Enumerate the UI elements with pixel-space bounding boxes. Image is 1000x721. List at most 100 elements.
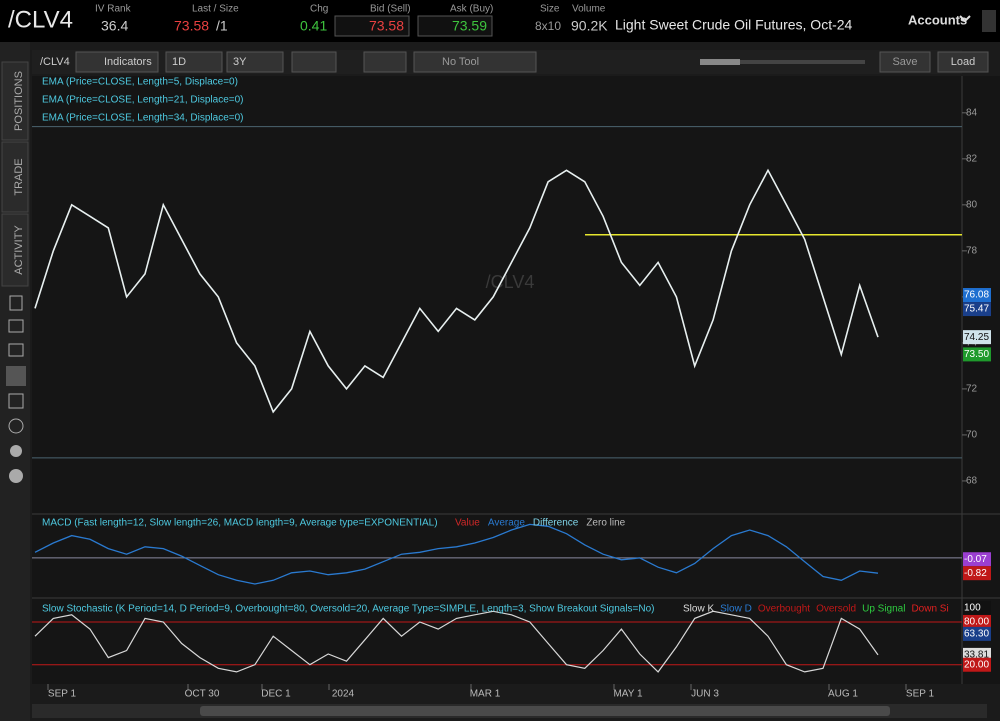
y-tick-label: 82 xyxy=(966,153,978,164)
icon[interactable] xyxy=(8,343,24,357)
price-marker-label: 20.00 xyxy=(964,659,989,670)
ask-box[interactable] xyxy=(417,15,493,37)
tab[interactable] xyxy=(1,141,29,213)
bid-box[interactable] xyxy=(334,15,410,37)
value: 36.4 xyxy=(101,18,128,34)
legend-item: Overbought xyxy=(758,604,810,615)
price-marker xyxy=(963,657,991,672)
value: 0.41 xyxy=(300,18,327,34)
icon[interactable] xyxy=(10,445,22,457)
tab[interactable] xyxy=(1,213,29,287)
price-marker-label: 63.30 xyxy=(964,629,989,640)
label: Chg xyxy=(310,4,328,15)
dropdown[interactable] xyxy=(291,51,337,73)
price-marker xyxy=(963,566,991,581)
x-tick-label: JUN 3 xyxy=(691,689,719,700)
y-tick-label: 78 xyxy=(966,246,978,257)
y-tick-label: 70 xyxy=(966,430,978,441)
price-marker-label: -0.07 xyxy=(964,554,987,565)
toolbar-symbol[interactable]: /CLV4 xyxy=(40,56,70,68)
label: Size xyxy=(540,4,560,15)
price-marker xyxy=(963,302,991,317)
value: 8x10 xyxy=(535,19,561,33)
x-tick-label: 2024 xyxy=(332,689,355,700)
value[interactable]: 73.58 xyxy=(369,18,404,34)
zoom-handle[interactable] xyxy=(700,59,740,65)
icon[interactable] xyxy=(8,418,24,434)
label: Bid (Sell) xyxy=(370,4,411,15)
value[interactable]: 73.59 xyxy=(452,18,487,34)
icon[interactable] xyxy=(9,469,23,483)
chart-area xyxy=(32,76,962,684)
price-axis xyxy=(962,76,1000,684)
icon[interactable] xyxy=(9,295,23,311)
button[interactable] xyxy=(879,51,931,73)
dropdown-label[interactable]: No Tool xyxy=(442,56,479,68)
price-marker xyxy=(963,626,991,641)
dropdown-label[interactable]: 1D xyxy=(172,56,186,68)
label: Last / Size xyxy=(192,4,239,15)
button[interactable] xyxy=(75,51,159,73)
price-marker xyxy=(963,614,991,629)
study-label: EMA (Price=CLOSE, Length=34, Displace=0) xyxy=(42,113,244,124)
dropdown[interactable] xyxy=(165,51,223,73)
value: 73.58 xyxy=(174,18,209,34)
x-tick-label: AUG 1 xyxy=(828,689,858,700)
price-marker-label: 100 xyxy=(964,602,981,613)
legend-item: Up Signal xyxy=(862,604,905,615)
price-marker-label: 73.50 xyxy=(964,349,989,360)
dropdown[interactable] xyxy=(363,51,407,73)
sidebar-tabs: POSITIONS TRADE ACTIVITY xyxy=(1,61,29,483)
legend-item: Oversold xyxy=(816,604,856,615)
icon[interactable] xyxy=(6,366,26,386)
price-marker xyxy=(963,600,991,615)
plots: 848280787674727068EMA (Price=CLOSE, Leng… xyxy=(32,77,991,700)
button-label[interactable]: Load xyxy=(951,56,975,68)
tab-label[interactable]: POSITIONS xyxy=(13,71,25,131)
study-label: MACD (Fast length=12, Slow length=26, MA… xyxy=(42,518,438,529)
x-tick-label: MAY 1 xyxy=(613,689,643,700)
top-bar xyxy=(0,0,1000,42)
tab[interactable] xyxy=(1,61,29,141)
button-label[interactable]: Indicators xyxy=(104,56,152,68)
price-marker-label: -0.82 xyxy=(964,568,987,579)
price-marker-label: 76.08 xyxy=(964,290,989,301)
legend-item: Zero line xyxy=(586,518,625,529)
legend-item: Difference xyxy=(533,518,579,529)
scroll-thumb[interactable] xyxy=(200,706,890,716)
icon[interactable] xyxy=(8,393,24,409)
chevron[interactable] xyxy=(959,15,971,23)
watermark: /CLV4 xyxy=(486,272,535,292)
price-marker-label: 75.47 xyxy=(964,304,989,315)
x-tick-label: SEP 1 xyxy=(906,689,935,700)
scroll-button[interactable] xyxy=(982,10,996,32)
dropdown-label[interactable]: 3Y xyxy=(233,56,247,68)
price-marker xyxy=(963,288,991,303)
series-line xyxy=(34,168,879,414)
price-marker xyxy=(963,347,991,362)
tab-label[interactable]: ACTIVITY xyxy=(13,225,25,275)
value: 90.2K xyxy=(571,18,608,34)
legend-item: Down Si xyxy=(911,604,948,615)
button[interactable] xyxy=(937,51,989,73)
study-label: Slow Stochastic (K Period=14, D Period=9… xyxy=(42,604,655,615)
button-label[interactable]: Save xyxy=(892,56,917,68)
zoom-slider[interactable] xyxy=(700,60,865,64)
label: IV Rank xyxy=(95,4,132,15)
icon[interactable] xyxy=(8,319,24,333)
legend-item: Slow D xyxy=(720,604,752,615)
price-marker-label: 33.81 xyxy=(964,650,989,661)
tab-label[interactable]: TRADE xyxy=(13,158,25,195)
description: Light Sweet Crude Oil Futures, Oct-24 xyxy=(615,17,853,33)
study-label: EMA (Price=CLOSE, Length=5, Displace=0) xyxy=(42,77,238,88)
y-tick-label: 84 xyxy=(966,107,978,118)
dropdown[interactable] xyxy=(226,51,284,73)
value: /1 xyxy=(216,18,228,34)
dropdown[interactable] xyxy=(413,51,537,73)
x-tick-label: OCT 30 xyxy=(185,689,220,700)
y-tick-label: 72 xyxy=(966,384,978,395)
y-tick-label: 68 xyxy=(966,476,978,487)
accounts-menu[interactable]: Accounts xyxy=(908,12,967,27)
